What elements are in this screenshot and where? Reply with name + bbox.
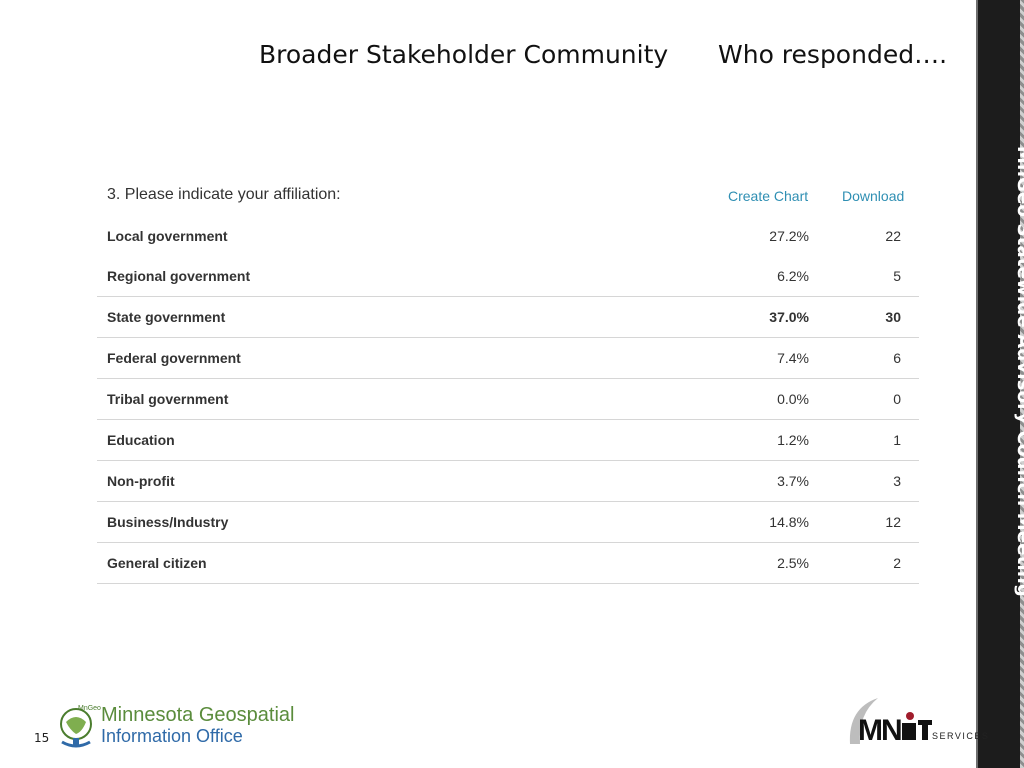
- table-row: Tribal government 0.0% 0: [97, 379, 919, 420]
- response-percent: 3.7%: [777, 473, 809, 489]
- response-count: 22: [885, 228, 901, 244]
- response-percent: 37.0%: [769, 309, 809, 325]
- affiliation-label: Local government: [107, 228, 228, 244]
- mngeo-badge-text: MnGeo: [78, 705, 101, 712]
- affiliation-label: Business/Industry: [107, 514, 229, 530]
- response-count: 2: [893, 555, 901, 571]
- affiliation-label: Tribal government: [107, 391, 229, 407]
- response-percent: 1.2%: [777, 432, 809, 448]
- slide-heading-left: Broader Stakeholder Community: [259, 40, 669, 69]
- affiliation-label: Education: [107, 432, 175, 448]
- side-title: MnGeo Statewide Advisory Council Meeting: [1013, 146, 1024, 597]
- response-count: 30: [885, 309, 901, 325]
- mnit-services-label: SERVICES: [932, 731, 990, 741]
- mngeo-name-line1: Minnesota Geospatial: [101, 704, 295, 726]
- response-percent: 0.0%: [777, 391, 809, 407]
- response-percent: 2.5%: [777, 555, 809, 571]
- survey-results-table: 3. Please indicate your affiliation: Cre…: [97, 178, 919, 584]
- mnit-logo-icon: MN: [849, 698, 932, 746]
- affiliation-label: General citizen: [107, 555, 207, 571]
- survey-question: 3. Please indicate your affiliation:: [107, 186, 341, 203]
- table-row: State government 37.0% 30: [97, 297, 919, 338]
- response-count: 6: [893, 350, 901, 366]
- table-row: Business/Industry 14.8% 12: [97, 502, 919, 543]
- svg-text:MN: MN: [858, 714, 901, 746]
- affiliation-label: State government: [107, 309, 226, 325]
- affiliation-label: Regional government: [107, 268, 251, 284]
- response-count: 12: [885, 514, 901, 530]
- response-percent: 14.8%: [769, 514, 809, 530]
- response-percent: 27.2%: [769, 228, 809, 244]
- mngeo-name-line2: Information Office: [101, 726, 243, 746]
- page-number: 15: [34, 731, 50, 745]
- affiliation-label: Non-profit: [107, 473, 175, 489]
- response-count: 3: [893, 473, 901, 489]
- response-count: 1: [893, 432, 901, 448]
- table-row: Regional government 6.2% 5: [97, 256, 919, 297]
- table-row: Education 1.2% 1: [97, 420, 919, 461]
- response-percent: 7.4%: [777, 350, 809, 366]
- download-link[interactable]: Download: [842, 188, 905, 204]
- side-decoration-bar: [976, 0, 1024, 768]
- mngeo-globe-icon: MnGeo: [60, 705, 101, 748]
- survey-header: 3. Please indicate your affiliation: Cre…: [97, 178, 919, 216]
- table-row: Federal government 7.4% 6: [97, 338, 919, 379]
- table-row: Local government 27.2% 22: [97, 216, 919, 256]
- table-row: Non-profit 3.7% 3: [97, 461, 919, 502]
- affiliation-label: Federal government: [107, 350, 241, 366]
- response-count: 5: [893, 268, 901, 284]
- slide-heading-right: Who responded….: [718, 40, 948, 69]
- response-percent: 6.2%: [777, 268, 809, 284]
- response-count: 0: [893, 391, 901, 407]
- create-chart-link[interactable]: Create Chart: [728, 188, 809, 204]
- table-row: General citizen 2.5% 2: [97, 543, 919, 584]
